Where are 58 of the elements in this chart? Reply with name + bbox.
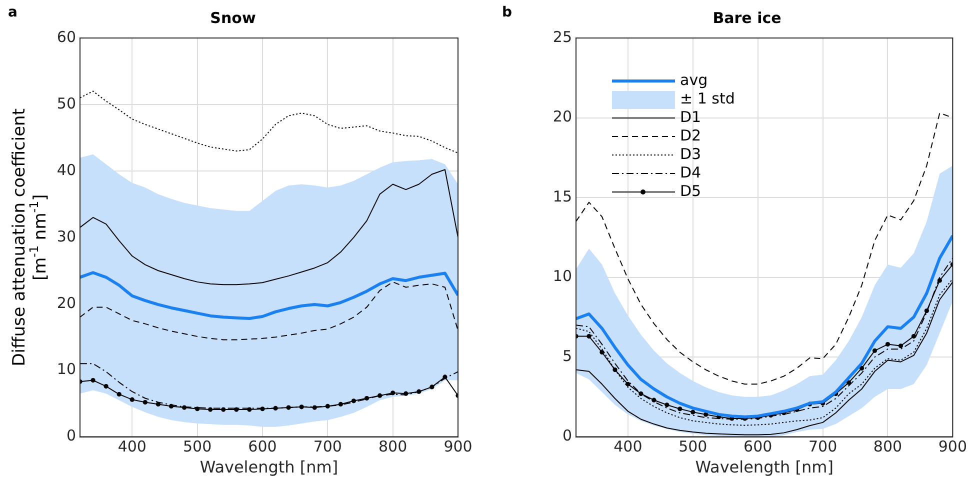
point bbox=[664, 402, 670, 408]
point bbox=[690, 410, 696, 414]
point bbox=[678, 406, 682, 412]
chart-title: Snow bbox=[210, 8, 256, 27]
line-series bbox=[80, 281, 458, 340]
x-tick-label: 400 bbox=[118, 438, 146, 456]
x-tick-label: 800 bbox=[873, 438, 902, 456]
point bbox=[116, 392, 122, 397]
x-tick-label: 700 bbox=[808, 438, 838, 456]
y-tick-label: 15 bbox=[552, 187, 572, 206]
x-tick-label: 500 bbox=[182, 438, 212, 456]
point bbox=[234, 407, 239, 412]
point bbox=[872, 348, 878, 353]
x-tick-label: 700 bbox=[313, 438, 342, 456]
point bbox=[364, 396, 370, 401]
y-tick-label: 30 bbox=[56, 227, 76, 246]
point bbox=[898, 344, 904, 348]
chart-title: Bare ice bbox=[712, 8, 782, 27]
point bbox=[911, 334, 916, 339]
y-tick-label: 40 bbox=[56, 160, 76, 179]
point bbox=[104, 384, 108, 389]
annotation: ± 1 std bbox=[680, 89, 735, 108]
text: a bbox=[8, 4, 18, 21]
point bbox=[130, 397, 134, 402]
x-tick-label: 500 bbox=[678, 438, 708, 456]
point bbox=[195, 406, 200, 412]
x-axis-title: Wavelength [nm] bbox=[695, 458, 834, 477]
point bbox=[885, 342, 890, 347]
y-tick-label: 50 bbox=[56, 94, 76, 112]
x-axis-title: Wavelength [nm] bbox=[200, 458, 338, 477]
legend-label: D1 bbox=[680, 108, 702, 126]
x-tick-label: 800 bbox=[378, 438, 408, 456]
x-tick-label: 400 bbox=[614, 438, 642, 456]
legend-label: D3 bbox=[680, 144, 702, 163]
legend-label: D5 bbox=[680, 182, 702, 200]
y-tick-label: 0 bbox=[562, 426, 572, 445]
y-tick-label: 0 bbox=[66, 426, 76, 445]
y-tick-label: 10 bbox=[56, 360, 76, 378]
x-tick-label: 900 bbox=[938, 438, 968, 456]
legend-label: D2 bbox=[680, 126, 702, 144]
y-tick-label: 20 bbox=[552, 108, 572, 126]
y-tick-label: 10 bbox=[552, 267, 572, 286]
point bbox=[586, 334, 592, 339]
legend-label: D4 bbox=[680, 163, 702, 182]
point bbox=[638, 391, 644, 396]
y-tick-label: 25 bbox=[552, 28, 572, 46]
line-series bbox=[80, 90, 458, 154]
y-tick-label: 20 bbox=[56, 294, 76, 312]
x-tick-label: 900 bbox=[444, 438, 472, 456]
x-tick-label: 600 bbox=[744, 438, 772, 456]
text: b bbox=[502, 4, 512, 21]
point bbox=[859, 366, 864, 371]
legend-label: avg bbox=[680, 70, 708, 89]
y-tick-label: 60 bbox=[56, 28, 76, 46]
point bbox=[90, 378, 96, 383]
y-tick-label: 5 bbox=[562, 346, 572, 365]
x-tick-label: 600 bbox=[248, 438, 277, 456]
point bbox=[142, 400, 148, 405]
